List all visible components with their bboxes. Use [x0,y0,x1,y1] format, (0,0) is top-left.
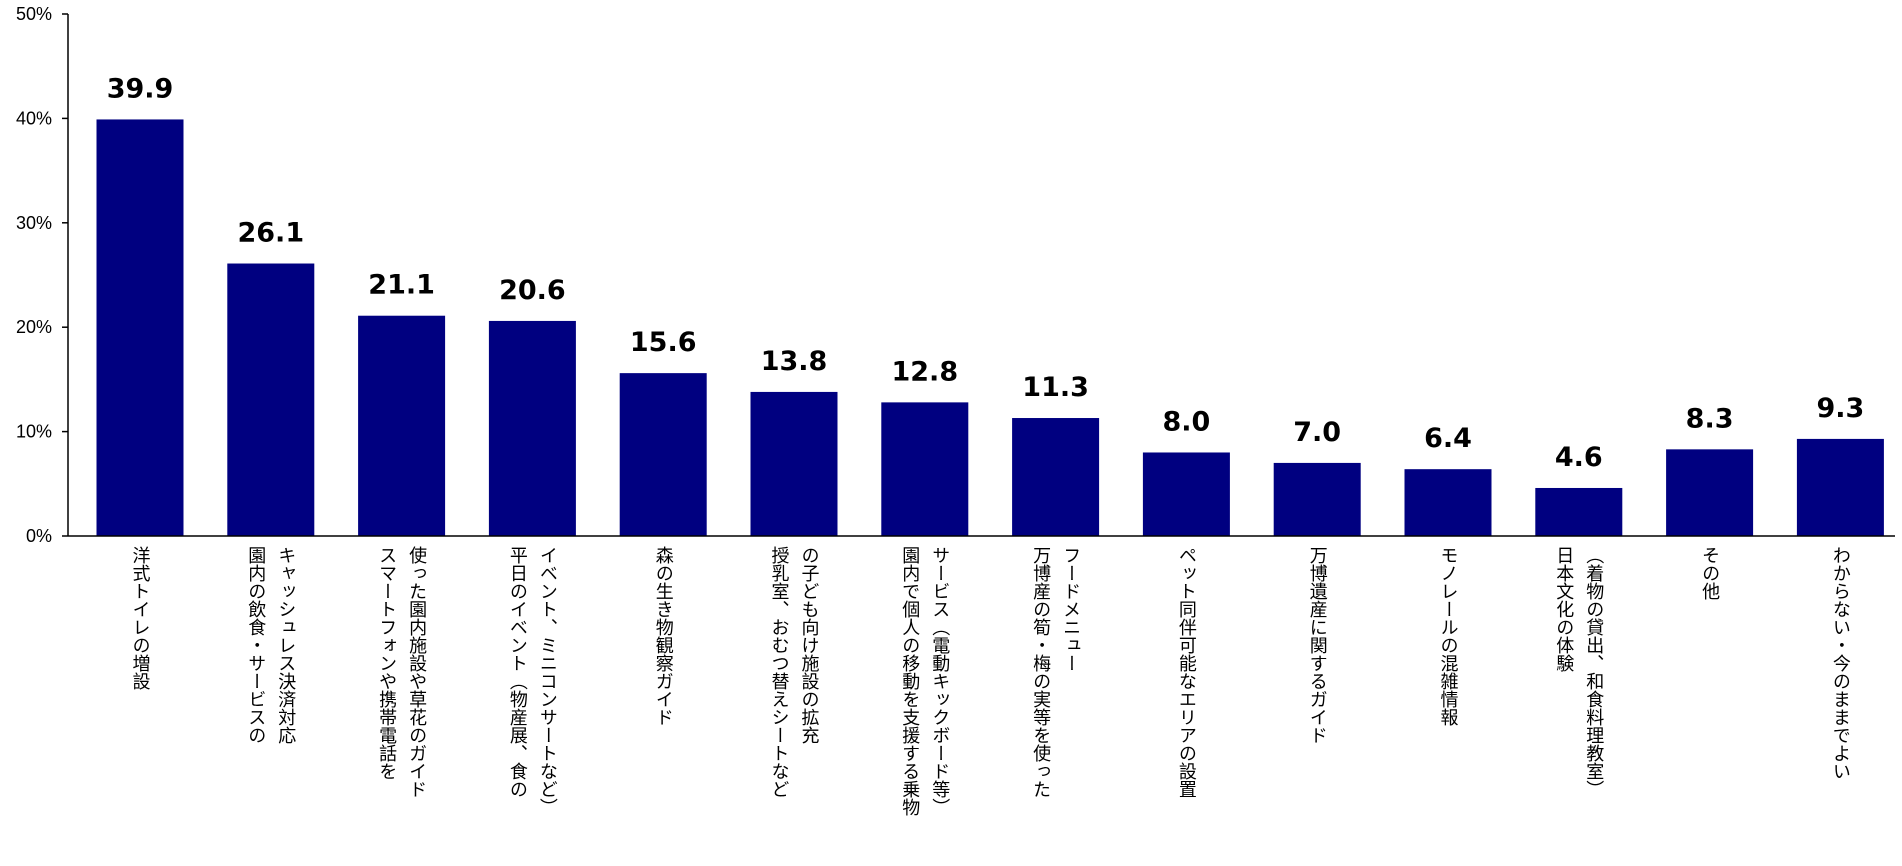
data-label: 9.3 [1816,393,1864,424]
data-label: 8.0 [1162,406,1210,437]
y-tick-label: 30% [16,213,52,233]
y-tick-label: 0% [26,526,52,546]
bar [750,391,838,536]
category-label: モノレールの混雑情報 [1438,546,1459,727]
bar [1535,487,1623,536]
y-tick-label: 50% [16,4,52,24]
bar [1404,469,1492,536]
bar [1012,418,1100,536]
category-label: 洋式トイレの増設 [130,546,151,690]
bar [619,373,707,536]
category-label: キャッシュレス決済対応 [275,546,296,744]
data-label: 13.8 [761,346,828,377]
bar [96,119,184,536]
category-label: わからない・今のままでよい [1830,546,1851,780]
category-label: フードメニュー [1060,546,1081,672]
bar [1273,462,1361,536]
bar [1796,438,1884,536]
data-labels: 39.9 26.1 21.1 20.6 15.6 13.8 12.8 11.3 8.0 7.0 6.… [107,73,1865,473]
data-label: 20.6 [499,275,566,306]
category-label: その他 [1699,546,1720,600]
bar [488,320,576,536]
category-label: 万博産の筍・梅の実等を使った [1030,546,1051,798]
category-label: 万博遺産に関するガイド [1307,546,1328,744]
y-tick-label: 10% [16,422,52,442]
data-label: 4.6 [1555,442,1603,473]
category-label: 平日のイベント（物産展、食の [507,546,528,798]
data-label: 39.9 [107,73,174,104]
data-label: 6.4 [1424,423,1472,454]
bars [96,119,1884,536]
bar [227,263,315,536]
category-label: 日本文化の体験 [1553,546,1574,673]
category-label: （着物の貸出、和食料理教室） [1583,546,1604,798]
category-label: ペット同伴可能なエリアの設置 [1176,546,1197,798]
category-label: サービス（電動キックボード等） [929,546,950,816]
data-label: 12.8 [891,356,958,387]
data-label: 15.6 [630,327,697,358]
data-label: 26.1 [237,218,304,249]
data-label: 7.0 [1293,417,1341,448]
y-tick-label: 20% [16,317,52,337]
data-label: 8.3 [1686,403,1734,434]
data-label: 11.3 [1022,372,1089,403]
category-label: スマートフォンや携帯電話を [376,546,397,780]
y-tick-label: 40% [16,108,52,128]
category-label: 使った園内施設や草花のガイド [406,546,427,798]
category-label: 園内で個人の移動を支援する乗物 [899,546,920,816]
category-label: イベント、ミニコンサートなど） [537,546,558,816]
data-label: 21.1 [368,270,435,301]
category-label: の子ども向け施設の拡充 [799,546,820,744]
y-axis: 0% 10% 20% 30% 40% 50% [16,4,69,546]
bar [358,315,446,536]
category-label: 森の生き物観察ガイド [653,546,674,726]
category-label: 授乳室、おむつ替えシートなど [769,546,790,798]
bar [1666,449,1754,536]
category-label: 園内の飲食・サービスの [245,546,266,744]
bar [1142,452,1230,536]
bar [881,402,969,536]
